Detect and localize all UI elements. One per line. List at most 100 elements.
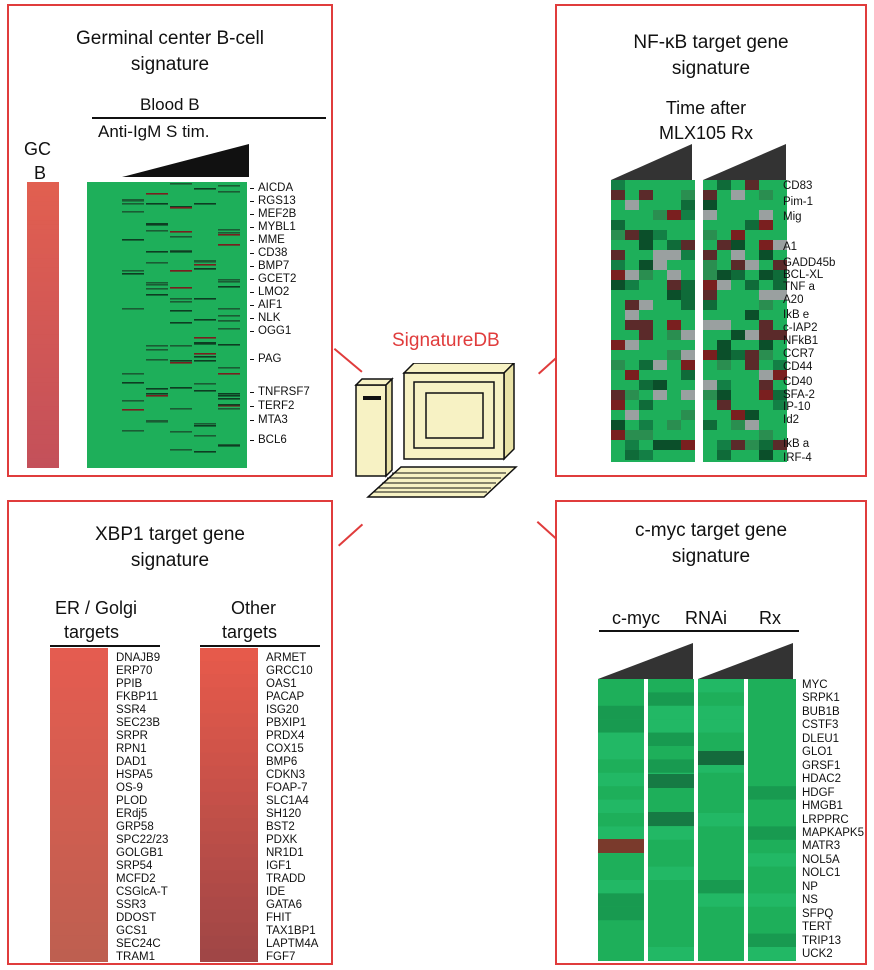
gc-heatmap-cell [170,298,192,300]
other-targets-heat-cell [200,805,258,819]
cmyc-gene-label: UCK2 [802,948,833,960]
gc-heatmap-cell [218,328,240,330]
cmyc-gene-label: MYC [802,679,828,691]
nfkb-heatmap-cell [625,310,639,320]
gc-signature-panel: Germinal center B-cell signature Blood B… [7,4,333,477]
gcb-cell [27,286,59,293]
nfkb-heatmap-cell [773,360,787,370]
nfkb-gene-label: TNF a [783,281,815,293]
nfkb-heatmap-cell [639,330,653,340]
gc-heatmap-cell [218,320,240,322]
gc-heatmap-cell [170,207,192,209]
cmyc-heatmap-cell [698,813,744,827]
er-golgi-gene-label: RPN1 [116,743,147,755]
nfkb-heatmap-cell [653,230,667,240]
gc-gene-label: BCL6 [258,434,287,446]
gc-heatmap-cell [170,310,192,312]
nfkb-time-wedge-1 [611,144,692,180]
cmyc-gene-label: SFPQ [802,907,834,920]
gc-gene-label: RGS13 [258,195,296,207]
gc-gene-label: BMP7 [258,260,290,272]
nfkb-heatmap-cell [759,390,773,400]
other-targets-heat-cell [200,857,258,871]
nfkb-heatmap-cell [653,260,667,270]
time-after-label: Time after [665,98,747,118]
gc-heatmap-cell [122,373,144,375]
cmyc-rnai-wedge [598,643,693,679]
nfkb-heatmap-cell [625,390,639,400]
gcb-cell [27,224,59,231]
er-golgi-gene-label: TRAM1 [116,951,155,963]
other-targets-gene-label: ISG20 [266,704,299,716]
er-golgi-gene-label: ERdj5 [116,808,148,820]
other-targets-heat-cell [200,700,258,714]
gc-heatmap-cell [170,345,192,347]
gcb-cell [27,344,59,350]
nfkb-heatmap-cell [759,370,773,380]
nfkb-heatmap-cell [625,200,639,210]
gcb-cell [27,234,59,240]
nfkb-heatmap-cell [759,450,773,460]
gcb-cell [27,320,59,326]
gc-heatmap-cell [146,349,168,351]
nfkb-gene-label: Mig [783,211,802,223]
nfkb-heatmap-cell [681,280,695,290]
gcb-cell [27,186,59,193]
er-golgi-heat-cell [50,726,108,741]
other-targets-heat-cell [200,791,258,806]
gc-gene-label: AICDA [258,182,294,194]
nfkb-heatmap-cell [681,300,695,310]
cmyc-heatmap-cell [748,853,796,867]
cmyc-heatmap-cell [698,719,744,733]
nfkb-heatmap-cell [639,240,653,250]
gc-heatmap-cell [146,230,168,232]
nfkb-heatmap-cell [773,400,787,410]
nfkb-heatmap-cell [625,270,639,280]
cmyc-signature-panel: c-myc target gene signature c-myc RNAi R… [555,500,867,965]
nfkb-gene-label: IkB a [783,438,810,450]
gc-heatmap-cell [146,203,168,205]
other-targets-label-line1: Other [231,598,277,618]
nfkb-heatmap-cell [745,440,759,450]
gc-heatmap-cell [122,239,144,241]
gcb-cell [27,182,59,188]
gcb-cell [27,205,59,212]
er-golgi-heat-cell [50,844,108,858]
nfkb-heatmap-cell [717,320,731,330]
other-targets-gene-label: NR1D1 [266,847,304,859]
nfkb-heatmap-cell [703,300,717,310]
cmyc-gap [694,679,698,961]
gc-heatmap-cell [218,398,240,400]
nfkb-heatmap-cell [745,220,759,230]
gc-heatmap-cell [122,409,144,411]
gc-heatmap-cell [218,445,240,447]
gcb-cell [27,420,59,426]
gc-heatmap-cell [218,395,240,397]
nfkb-heatmap-cell [731,190,745,200]
nfkb-heatmap-cell [773,260,787,270]
er-golgi-heat-cell [50,700,108,714]
nfkb-heatmap-cell [759,300,773,310]
gc-heatmap-cell [194,343,216,345]
gc-heatmap-cell [146,251,168,253]
other-targets-label-line2: targets [222,622,278,642]
nfkb-heatmap-cell [681,330,695,340]
signaturedb-label: SignatureDB [392,330,500,351]
nfkb-heatmap-cell [639,190,653,200]
xbp1-signature-panel: XBP1 target gene signature ER / Golgi ta… [7,500,333,965]
cmyc-heatmap [598,679,796,961]
gc-heatmap-cell [218,344,240,346]
nfkb-heatmap-cell [667,350,681,360]
gc-heatmap-cell [146,359,168,361]
connector-bottom-left [338,523,364,547]
nfkb-heatmap-cell [759,250,773,260]
gcb-cell [27,391,59,397]
nfkb-heatmap-cell [703,320,717,330]
other-targets-heat-cell [200,948,258,962]
er-golgi-heat-cell [50,818,108,832]
er-golgi-gene-label: PLOD [116,795,148,807]
gcb-cell [27,434,59,440]
cmyc-heatmap-cell [598,746,644,760]
nfkb-heatmap-cell [745,180,759,190]
nfkb-heatmap-cell [703,350,717,360]
